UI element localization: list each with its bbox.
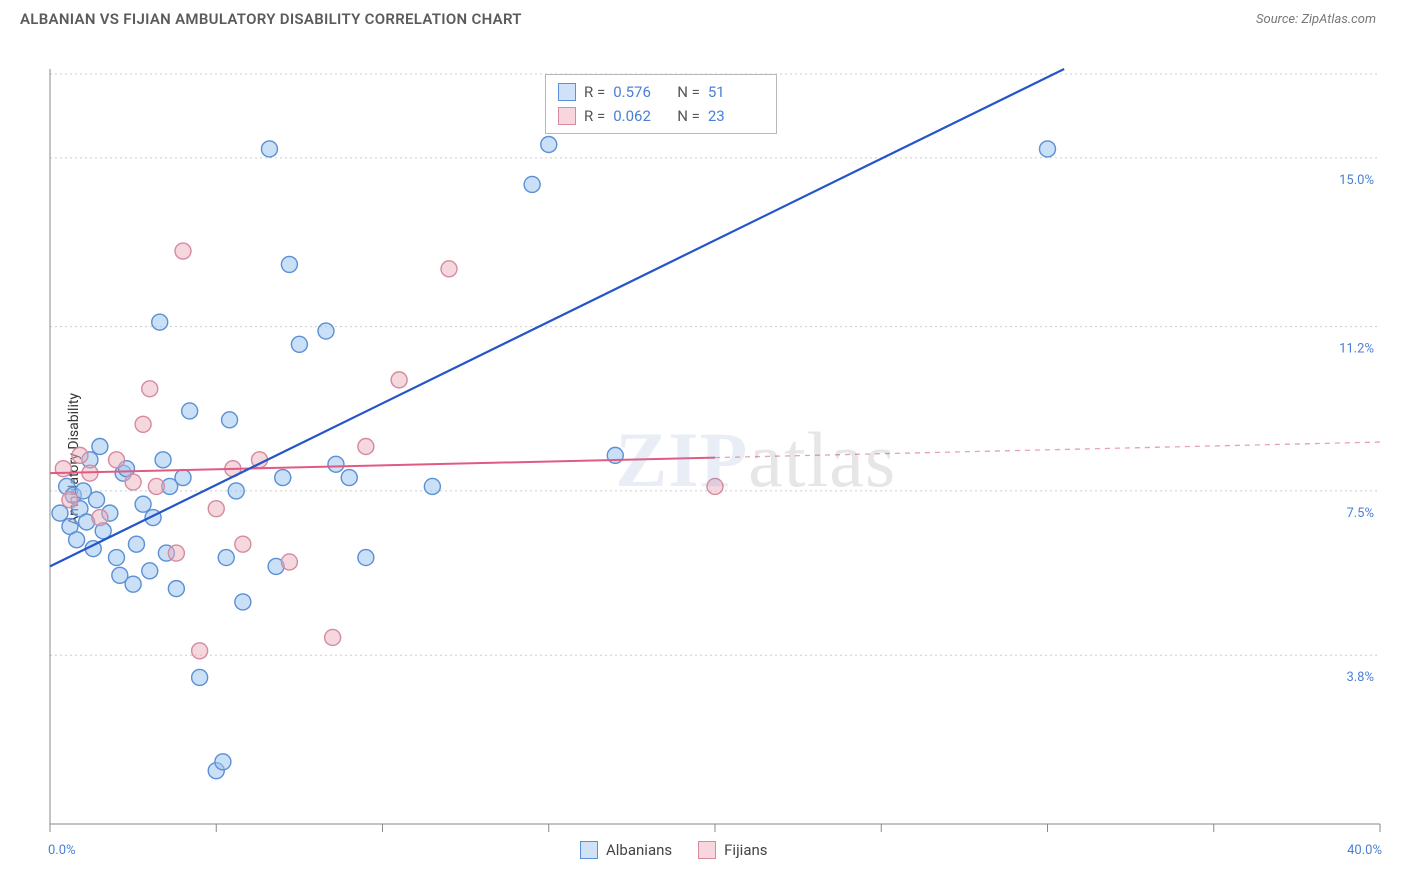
data-point [291,336,307,352]
legend-swatch [558,107,576,125]
y-tick-label: 15.0% [1339,173,1374,188]
y-tick-label: 3.8% [1346,670,1374,685]
data-point [109,550,125,566]
data-point [228,483,244,499]
data-point [175,243,191,259]
data-point [215,754,231,770]
chart-container: Ambulatory Disability 3.8%7.5%11.2%15.0%… [0,34,1406,884]
data-point [135,496,151,512]
data-point [318,323,334,339]
data-point [168,545,184,561]
legend-r-label: R = [584,104,605,128]
legend-stats-row: R = 0.062 N = 23 [558,104,764,128]
data-point [358,439,374,455]
data-point [92,510,108,526]
data-point [218,550,234,566]
data-point [341,470,357,486]
legend-n-value: 23 [708,104,764,128]
data-point [92,439,108,455]
data-point [328,456,344,472]
data-point [72,447,88,463]
data-point [69,532,85,548]
data-point [391,372,407,388]
data-point [235,594,251,610]
data-point [541,137,557,153]
data-point [89,492,105,508]
data-point [55,461,71,477]
chart-header: ALBANIAN VS FIJIAN AMBULATORY DISABILITY… [0,0,1406,34]
data-point [281,256,297,272]
legend-r-value: 0.062 [613,104,669,128]
chart-title: ALBANIAN VS FIJIAN AMBULATORY DISABILITY… [20,10,522,28]
data-point [155,452,171,468]
data-point [1040,141,1056,157]
source-label: Source: [1256,12,1301,27]
legend-series: Albanians Fijians [580,841,768,859]
data-point [261,141,277,157]
data-point [152,314,168,330]
data-point [441,261,457,277]
legend-series-item: Albanians [580,841,672,859]
legend-n-value: 51 [708,80,764,104]
data-point [208,501,224,517]
data-point [125,474,141,490]
data-point [148,478,164,494]
legend-series-label: Fijians [724,841,767,859]
legend-r-value: 0.576 [613,80,669,104]
data-point [325,629,341,645]
legend-series-item: Fijians [698,841,767,859]
data-point [275,470,291,486]
data-point [175,470,191,486]
data-point [524,176,540,192]
data-point [192,669,208,685]
legend-stats: R = 0.576 N = 51 R = 0.062 N = 23 [545,74,777,134]
source: Source: ZipAtlas.com [1256,12,1376,27]
data-point [142,381,158,397]
legend-swatch [558,83,576,101]
data-point [62,492,78,508]
data-point [125,576,141,592]
data-point [235,536,251,552]
legend-swatch [580,841,598,859]
data-point [52,505,68,521]
data-point [424,478,440,494]
data-point [182,403,198,419]
legend-swatch [698,841,716,859]
legend-r-label: R = [584,80,605,104]
data-point [142,563,158,579]
data-point [109,452,125,468]
legend-stats-row: R = 0.576 N = 51 [558,80,764,104]
trend-line-fijians-ext [715,442,1380,458]
y-tick-label: 11.2% [1339,342,1374,357]
trend-line-fijians [50,458,715,474]
legend-n-label: N = [677,104,700,128]
x-max-label: 40.0% [1347,843,1382,858]
source-value: ZipAtlas.com [1301,12,1376,27]
data-point [222,412,238,428]
y-tick-label: 7.5% [1346,506,1374,521]
legend-series-label: Albanians [606,841,672,859]
x-min-label: 0.0% [48,843,76,858]
data-point [168,581,184,597]
scatter-chart: 3.8% 7.5% 11.2% 15.0% 0.0% 40.0% [0,34,1406,884]
data-point [192,643,208,659]
data-point [128,536,144,552]
data-point [281,554,297,570]
data-point [135,416,151,432]
data-point [707,478,723,494]
legend-n-label: N = [677,80,700,104]
data-point [358,550,374,566]
